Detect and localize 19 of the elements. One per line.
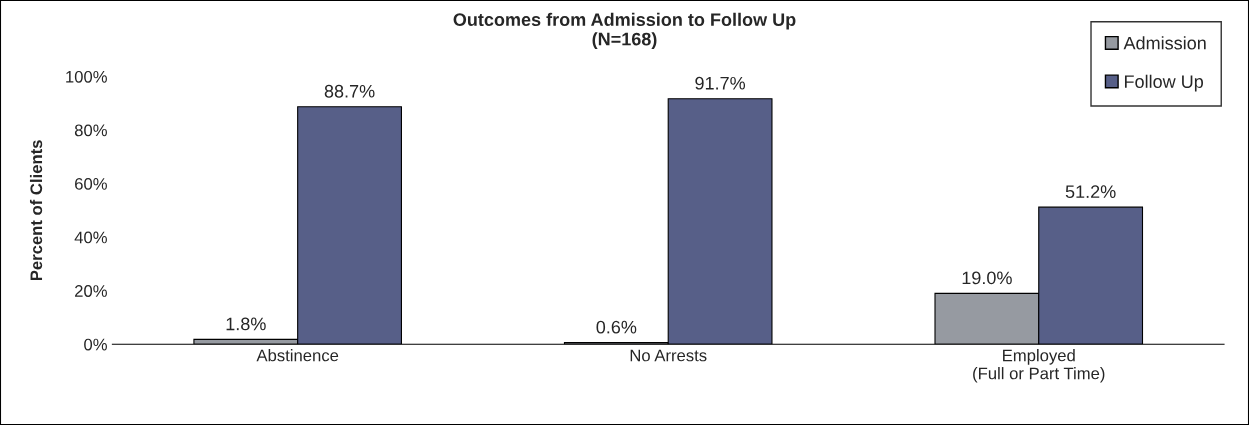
data-label: 1.8% bbox=[226, 317, 266, 331]
y-axis-title: Percent of Clients bbox=[29, 140, 43, 281]
data-label: 51.2% bbox=[1065, 185, 1116, 199]
y-tick-label: 20% bbox=[75, 285, 107, 297]
y-tick-label: 100% bbox=[66, 70, 107, 83]
x-tick-label: Abstinence bbox=[256, 349, 339, 362]
x-tick-label: No Arrests bbox=[630, 349, 707, 362]
x-tick-label: Employed (Full or Part Time) bbox=[973, 349, 1105, 383]
data-label: 19.0% bbox=[962, 271, 1012, 285]
data-label: 88.7% bbox=[324, 84, 375, 98]
y-tick-label: 80% bbox=[74, 124, 107, 137]
y-tick-label: 40% bbox=[74, 231, 107, 244]
y-tick-label: 60% bbox=[75, 178, 107, 190]
legend-label: Admission bbox=[1123, 36, 1206, 50]
data-label: 91.7% bbox=[695, 76, 746, 90]
chart-title: Outcomes from Admission to Follow Up (N=168) bbox=[453, 12, 796, 50]
data-label: 0.6% bbox=[596, 320, 637, 334]
legend-label: Follow Up bbox=[1124, 74, 1204, 92]
y-tick-label: 0% bbox=[84, 338, 107, 351]
